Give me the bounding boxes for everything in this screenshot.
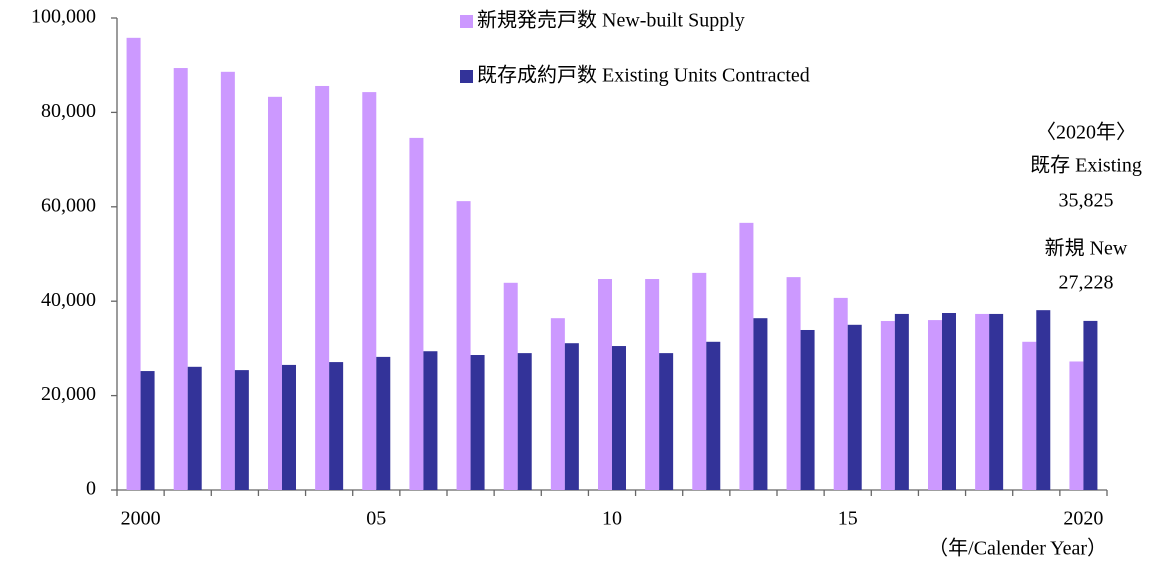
bar — [706, 341, 721, 490]
bar — [800, 329, 815, 490]
x-tick-label: 2020 — [1063, 508, 1103, 530]
bar — [598, 279, 612, 490]
bar — [989, 313, 1004, 490]
bar — [503, 282, 518, 490]
bar — [928, 320, 942, 490]
bar — [423, 351, 438, 490]
x-tick-label: 15 — [838, 508, 858, 530]
bar — [564, 343, 579, 490]
y-tick-label: 60,000 — [41, 194, 96, 216]
bar — [1083, 320, 1098, 490]
y-tick-label: 0 — [86, 478, 96, 500]
y-tick-label: 20,000 — [41, 383, 96, 405]
bar — [315, 85, 330, 490]
y-tick-label: 40,000 — [41, 289, 96, 311]
bar — [942, 313, 956, 490]
annotation: 新規 New — [1045, 237, 1128, 260]
annotation: 既存 Existing — [1030, 154, 1142, 177]
y-tick-label: 80,000 — [41, 100, 96, 122]
bar — [409, 137, 424, 490]
bar — [550, 318, 565, 490]
bar — [645, 279, 660, 490]
annotation: 35,825 — [1059, 190, 1114, 212]
x-tick-label: 10 — [602, 508, 622, 530]
bar — [282, 364, 296, 490]
y-tick-label: 100,000 — [31, 6, 96, 28]
legend-swatch — [460, 70, 473, 83]
bar — [1036, 310, 1051, 490]
bar — [659, 353, 674, 490]
bar — [470, 355, 485, 490]
annotation: 〈2020年〉 — [1036, 121, 1136, 144]
x-tick-label: 05 — [366, 508, 386, 530]
bar — [187, 366, 202, 490]
bar — [140, 371, 155, 490]
bar — [753, 318, 768, 490]
bar — [975, 313, 990, 490]
bar — [739, 222, 754, 490]
bar — [329, 362, 344, 490]
bar — [234, 370, 249, 490]
bar — [1022, 341, 1037, 490]
bar — [1069, 361, 1084, 490]
bar — [268, 96, 282, 490]
bar — [612, 346, 626, 490]
annotation: 27,228 — [1059, 272, 1114, 294]
legend-swatch — [460, 15, 473, 28]
bar — [786, 277, 801, 490]
x-tick-label: 2000 — [121, 508, 161, 530]
bar — [173, 68, 188, 491]
bar — [847, 324, 862, 490]
bar — [376, 356, 391, 490]
legend-label: 既存成約戸数 Existing Units Contracted — [477, 64, 810, 87]
bar — [220, 71, 235, 491]
legend-label: 新規発売戸数 New-built Supply — [477, 9, 745, 32]
bar — [880, 321, 895, 490]
bar — [692, 272, 707, 490]
bar — [362, 92, 377, 490]
bar — [894, 313, 909, 490]
bar — [517, 353, 532, 490]
x-axis-label: （年/Calender Year） — [928, 537, 1107, 560]
bar — [456, 201, 471, 491]
bar — [833, 297, 848, 490]
bar — [126, 37, 141, 490]
